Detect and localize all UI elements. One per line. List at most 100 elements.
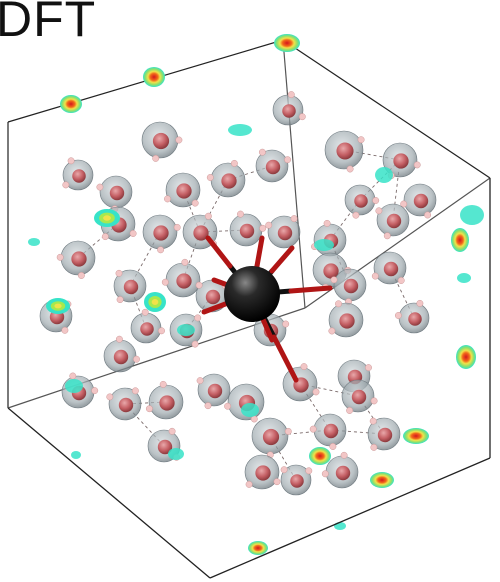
density-blob xyxy=(457,273,471,283)
simulation-box-front xyxy=(7,178,491,579)
oxygen-atom xyxy=(282,104,296,118)
hydrogen-atom xyxy=(273,478,281,486)
oxygen-atom xyxy=(109,185,125,201)
density-blob xyxy=(60,95,82,113)
hydrogen-atom xyxy=(115,335,123,343)
oxygen-atom xyxy=(71,251,87,267)
water-molecule xyxy=(382,142,421,180)
water-molecule xyxy=(224,383,265,423)
hydrogen-atom xyxy=(330,276,338,284)
hydrogen-atom xyxy=(175,136,183,144)
water-molecule xyxy=(272,91,306,126)
hydrogen-atom xyxy=(413,161,421,169)
oxygen-atom xyxy=(207,383,223,399)
figure-title: DFT xyxy=(0,0,97,47)
hydrogen-atom xyxy=(161,278,169,286)
hydrogen-atom xyxy=(323,219,331,227)
water-molecule xyxy=(321,451,359,489)
hydrogen-atom xyxy=(300,363,308,371)
water-molecule xyxy=(164,172,201,208)
hydrogen-atom xyxy=(329,443,337,450)
water-molecule xyxy=(161,258,201,298)
water-molecule xyxy=(103,335,140,373)
hydrogen-atom xyxy=(159,380,167,388)
hydrogen-atom xyxy=(383,232,391,240)
oxygen-atom xyxy=(343,278,359,294)
water-molecule xyxy=(130,308,165,344)
hydrogen-atom xyxy=(312,388,320,396)
density-blob xyxy=(228,124,252,136)
hydrogen-atom xyxy=(237,210,244,218)
hydrogen-atom xyxy=(394,312,402,319)
hydrogen-atom xyxy=(158,327,165,335)
water-molecule xyxy=(206,159,246,198)
water-molecule xyxy=(309,413,347,450)
hydrogen-atom xyxy=(224,402,232,410)
oxygen-atom xyxy=(413,193,429,209)
hydrogen-atom xyxy=(181,258,189,266)
hydrogen-atom xyxy=(305,467,313,475)
oxygen-atom xyxy=(159,395,175,411)
water-molecule xyxy=(394,299,430,334)
density-blob xyxy=(28,238,40,246)
hydrogen-atom xyxy=(290,215,298,223)
oxygen-atom xyxy=(351,389,367,405)
density-blob xyxy=(46,298,70,314)
hydrogen-atom xyxy=(116,296,124,304)
hydrogen-atom xyxy=(424,211,432,219)
hydrogen-atom xyxy=(375,207,383,215)
oxygen-atom xyxy=(140,322,154,336)
hydrogen-atom xyxy=(370,443,378,451)
oxygen-atom xyxy=(335,465,351,481)
oxygen-atom xyxy=(323,423,339,439)
hydrogen-atom xyxy=(365,364,372,372)
hydrogen-atom xyxy=(230,159,238,167)
hydrogen-atom xyxy=(157,246,165,254)
oxygen-atom xyxy=(290,474,304,488)
hydrogen-atom xyxy=(372,197,380,204)
hydrogen-atom xyxy=(335,300,342,308)
density-blob xyxy=(65,379,83,393)
hydrogen-atom xyxy=(287,91,295,99)
density-blob xyxy=(177,324,195,336)
density-blob xyxy=(144,292,166,312)
water-molecule xyxy=(280,464,313,496)
hydrogen-atom xyxy=(282,320,290,328)
density-blob xyxy=(94,209,120,227)
hydrogen-atom xyxy=(298,113,306,121)
oxygen-atom xyxy=(239,223,255,239)
density-blob xyxy=(456,345,476,369)
hydrogen-atom xyxy=(152,154,160,162)
water-molecule xyxy=(142,214,181,254)
water-molecule xyxy=(106,387,142,421)
oxygen-atom xyxy=(383,261,399,277)
density-blob xyxy=(375,167,393,183)
oxygen-atom xyxy=(176,183,192,199)
density-blob xyxy=(314,239,334,251)
oxygen-atom xyxy=(354,194,368,208)
water-molecule xyxy=(344,184,380,219)
hydrogen-atom xyxy=(371,272,379,280)
central-atom xyxy=(224,266,280,322)
oxygen-atom xyxy=(221,173,237,189)
oxygen-atom xyxy=(336,142,354,160)
hydrogen-atom xyxy=(91,387,99,395)
hydrogen-atom xyxy=(129,230,137,237)
oxygen-atom xyxy=(72,169,86,183)
oxygen-atom xyxy=(152,132,170,150)
density-blob xyxy=(403,428,429,444)
hydrogen-atom xyxy=(284,156,292,164)
hydrogen-atom xyxy=(194,314,202,322)
hydrogen-atom xyxy=(346,407,354,414)
density-blob xyxy=(370,472,394,488)
oxygen-atom xyxy=(339,313,355,329)
water-molecule xyxy=(265,215,301,249)
density-blob xyxy=(309,447,331,465)
oxygen-atom xyxy=(176,273,192,289)
water-molecule xyxy=(145,380,184,420)
oxygen-atom xyxy=(193,225,209,241)
oxygen-atom xyxy=(255,465,271,481)
hydrogen-atom xyxy=(133,355,140,363)
hydrogen-atom xyxy=(369,417,377,425)
water-molecule xyxy=(96,175,133,213)
